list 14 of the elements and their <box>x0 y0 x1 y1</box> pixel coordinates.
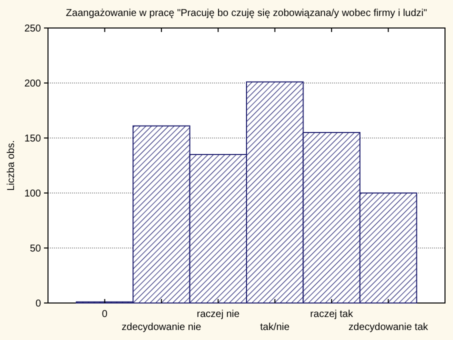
y-tick-label: 250 <box>24 24 42 34</box>
x-tick-label: zdecydowanie tak <box>348 322 430 333</box>
y-tick-label: 50 <box>30 244 42 254</box>
y-tick-label: 100 <box>24 188 42 200</box>
x-tick-label: tak/nie <box>260 322 290 333</box>
x-tick-label: 0 <box>102 309 108 320</box>
y-tick-label: 200 <box>24 78 42 90</box>
y-tick-label: 0 <box>35 298 42 310</box>
x-tick-label: raczej tak <box>310 309 354 320</box>
y-axis-title: Liczba obs. <box>6 140 17 191</box>
x-tick-label: zdecydowanie nie <box>122 322 202 333</box>
x-tick-label: raczej nie <box>196 309 240 320</box>
chart-title: Zaangażowanie w pracę "Pracuję bo czuję się zobowiązana/y wobec firmy i ludzi" <box>66 8 428 19</box>
y-tick-label: 150 <box>24 134 42 144</box>
